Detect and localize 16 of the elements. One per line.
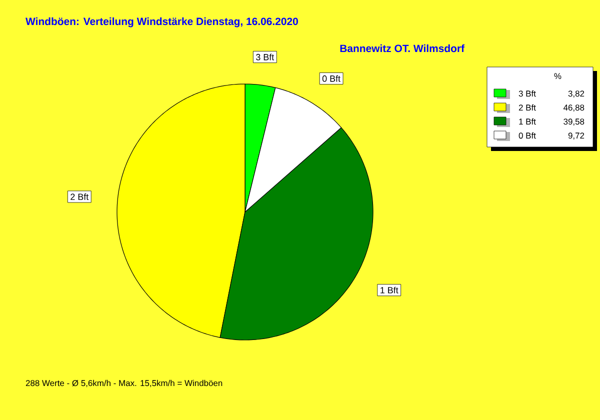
chart-title: Windböen: Verteilung Windstärke Dienstag, 16.06.2020 bbox=[26, 17, 298, 28]
legend-label: 2 Bft bbox=[518, 104, 536, 111]
legend-label: 0 Bft bbox=[518, 132, 536, 139]
legend-title: % bbox=[554, 73, 562, 80]
slice-label: 3 Bft bbox=[256, 54, 274, 60]
legend-label: 3 Bft bbox=[518, 90, 536, 97]
data-label: 46,88 bbox=[563, 104, 584, 112]
slice-label: 0 Bft bbox=[322, 75, 340, 82]
data-label: 3,82 bbox=[568, 90, 584, 98]
text: 288 Werte - Ø 5,6km/h - Max. 15,5km/h = Windböen bbox=[26, 380, 222, 388]
chart-subtitle: Bannewitz OT. Wilmsdorf bbox=[340, 44, 465, 52]
slice-label: 2 Bft bbox=[70, 193, 89, 200]
data-label: 9,72 bbox=[568, 132, 584, 140]
data-label: 39,58 bbox=[564, 118, 584, 126]
legend-label: 1 Bft bbox=[519, 118, 536, 125]
slice-label: 1 Bft bbox=[380, 286, 398, 294]
